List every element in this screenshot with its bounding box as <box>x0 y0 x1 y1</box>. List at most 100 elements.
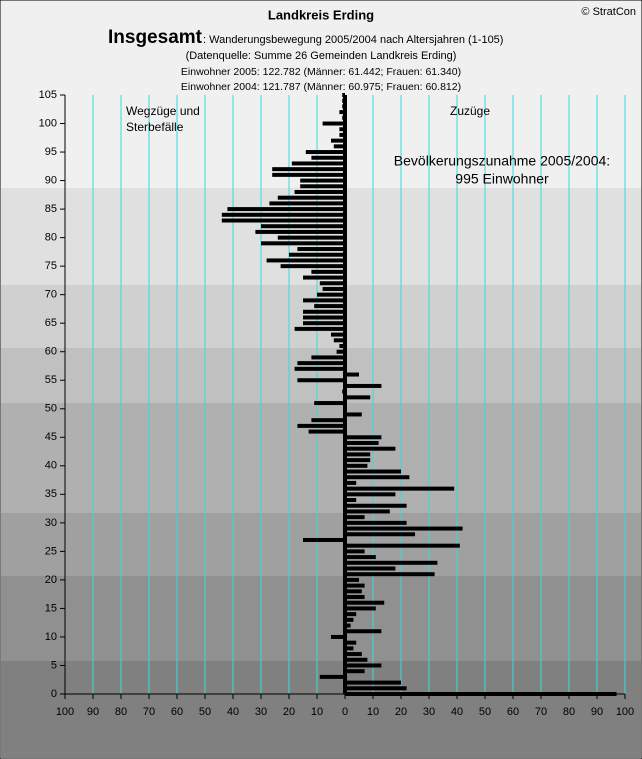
y-tick-label: 105 <box>39 89 57 101</box>
y-tick-label: 30 <box>45 517 57 529</box>
y-tick-label: 75 <box>45 260 57 272</box>
bar <box>331 332 345 337</box>
bar <box>345 469 401 474</box>
bar <box>314 401 345 406</box>
x-tick-label: 60 <box>171 706 183 718</box>
x-tick-label: 30 <box>255 706 267 718</box>
x-tick-label: 10 <box>367 706 379 718</box>
y-tick-label: 35 <box>45 488 57 500</box>
bar <box>345 475 410 480</box>
bar <box>345 595 365 600</box>
bar <box>317 292 345 297</box>
y-tick-label: 50 <box>45 403 57 415</box>
bar <box>345 383 382 388</box>
y-tick-label: 95 <box>45 146 57 158</box>
bar <box>345 612 357 617</box>
x-tick-label: 40 <box>227 706 239 718</box>
y-tick-label: 10 <box>45 631 57 643</box>
x-tick-label: 60 <box>507 706 519 718</box>
y-tick-label: 20 <box>45 574 57 586</box>
bar <box>345 526 463 531</box>
bar <box>305 150 345 155</box>
bar <box>303 309 345 314</box>
bar <box>336 349 345 354</box>
bar <box>272 167 345 172</box>
x-tick-label: 90 <box>591 706 603 718</box>
note: Bevölkerungszunahme 2005/2004: <box>394 153 610 169</box>
copyright: © StratCon <box>581 6 636 18</box>
bar <box>339 110 345 115</box>
bar <box>297 247 345 252</box>
bar <box>319 281 345 286</box>
bar <box>303 321 345 326</box>
bar <box>345 692 617 696</box>
bar <box>297 423 345 428</box>
x-tick-label: 30 <box>423 706 435 718</box>
bar <box>266 258 345 263</box>
y-tick-label: 85 <box>45 203 57 215</box>
bar <box>294 326 345 331</box>
bar <box>345 572 435 577</box>
bar <box>311 155 345 160</box>
bar <box>227 207 345 212</box>
x-tick-label: 20 <box>283 706 295 718</box>
y-tick-label: 0 <box>51 688 57 700</box>
bar <box>345 589 362 594</box>
bar <box>221 218 345 223</box>
bar <box>345 486 455 491</box>
bar <box>331 634 345 639</box>
x-tick-label: 10 <box>311 706 323 718</box>
bar <box>345 446 396 451</box>
bar <box>289 252 345 257</box>
bar <box>311 355 345 360</box>
right-label: Zuzüge <box>450 104 490 118</box>
bar <box>331 138 345 143</box>
bar <box>345 440 379 445</box>
x-tick-label: 70 <box>143 706 155 718</box>
bar <box>345 543 460 548</box>
source: (Datenquelle: Summe 26 Gemeinden Landkre… <box>186 50 457 62</box>
bar <box>300 184 345 189</box>
bar <box>311 418 345 423</box>
y-tick-label: 40 <box>45 460 57 472</box>
y-tick-label: 25 <box>45 545 57 557</box>
bar <box>345 480 357 485</box>
bar <box>345 412 362 417</box>
bar <box>345 458 371 463</box>
bar <box>345 663 382 668</box>
x-tick-label: 40 <box>451 706 463 718</box>
chart-title: Landkreis Erding <box>268 7 374 22</box>
x-tick-label: 50 <box>199 706 211 718</box>
y-tick-label: 45 <box>45 431 57 443</box>
subtitle: : Wanderungsbewegung 2005/2004 nach Alte… <box>203 34 503 46</box>
bar <box>303 298 345 303</box>
bar <box>345 520 407 525</box>
x-tick-label: 80 <box>563 706 575 718</box>
bar <box>339 132 345 137</box>
bar <box>345 515 365 520</box>
bar <box>345 640 357 645</box>
bar <box>311 269 345 274</box>
x-tick-label: 0 <box>342 706 348 718</box>
bar <box>303 275 345 280</box>
bar <box>345 452 371 457</box>
bar <box>277 195 345 200</box>
x-tick-label: 100 <box>56 706 74 718</box>
bar <box>345 623 351 628</box>
x-tick-label: 100 <box>616 706 634 718</box>
bar <box>297 361 345 366</box>
info: Einwohner 2005: 122.782 (Männer: 61.442;… <box>181 66 461 78</box>
bar <box>297 378 345 383</box>
info: Einwohner 2004: 121.787 (Männer: 60.975;… <box>181 81 461 93</box>
bar <box>345 532 415 537</box>
bar <box>345 560 438 565</box>
bar <box>277 235 345 240</box>
bar <box>345 566 396 571</box>
bar <box>345 372 359 377</box>
left-label: Wegzüge und <box>126 104 200 118</box>
bar <box>345 492 396 497</box>
bar <box>345 549 365 554</box>
bar <box>345 463 368 468</box>
bar <box>291 161 345 166</box>
bar <box>322 121 345 126</box>
